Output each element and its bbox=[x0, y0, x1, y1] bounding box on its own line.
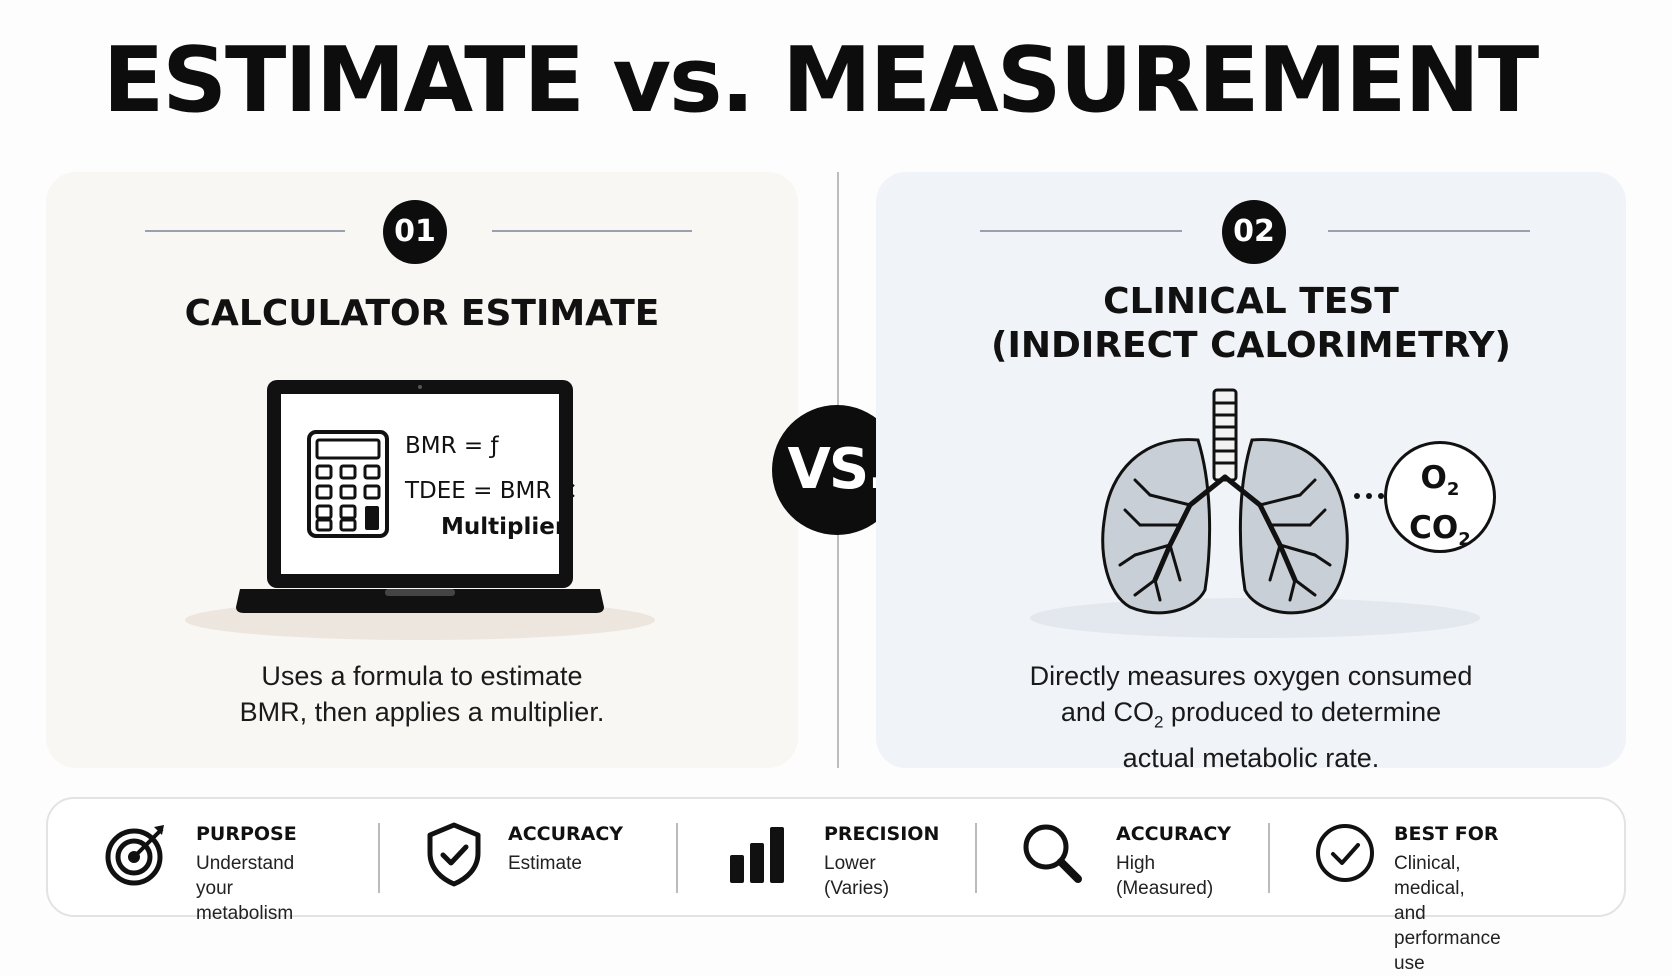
metric-label: PRECISION bbox=[824, 823, 940, 845]
right-number-badge: 02 bbox=[1222, 200, 1286, 264]
left-description-line1: Uses a formula to estimate bbox=[261, 661, 583, 691]
left-description-line2: BMR, then applies a multiplier. bbox=[239, 697, 605, 727]
laptop-icon bbox=[185, 380, 655, 640]
right-description-line3: actual metabolic rate. bbox=[1122, 743, 1380, 774]
left-number-badge: 01 bbox=[383, 200, 447, 264]
right-description-line1: Directly measures oxygen consumed bbox=[1029, 661, 1473, 691]
metric-value: Lower (Varies) bbox=[824, 853, 890, 899]
right-title-line1: CLINICAL TEST bbox=[1103, 281, 1399, 322]
right-title-line2: (INDIRECT CALORIMETRY) bbox=[991, 325, 1511, 366]
metric-value: High (Measured) bbox=[1116, 853, 1214, 899]
metric-label: BEST FOR bbox=[1394, 823, 1499, 845]
oxygen-label: O2 bbox=[1420, 460, 1460, 501]
right-header-line-left bbox=[980, 230, 1182, 232]
metric-label: ACCURACY bbox=[508, 823, 624, 845]
target-icon bbox=[105, 825, 164, 886]
left-header-line-left bbox=[145, 230, 345, 232]
comparison-bar: PURPOSE Understand your metabolism ACCUR… bbox=[46, 797, 1626, 974]
formula-multiplier: Multiplier bbox=[441, 514, 567, 540]
gas-exchange-icon: O2 CO2 bbox=[1384, 441, 1496, 553]
metric-separator bbox=[975, 823, 977, 893]
page-title: ESTIMATE vs. MEASUREMENT bbox=[102, 28, 1540, 133]
left-header-line-right bbox=[492, 230, 692, 232]
metric-separator bbox=[1268, 823, 1270, 893]
formula-tdee: TDEE = BMR × bbox=[405, 478, 578, 504]
bar-chart-icon bbox=[730, 827, 784, 883]
metric-label: PURPOSE bbox=[196, 823, 297, 845]
metric-value: Clinical, medical, and performance use bbox=[1394, 853, 1501, 974]
metric-value: Understand your metabolism bbox=[196, 853, 295, 924]
metric-separator bbox=[676, 823, 678, 893]
right-description-line2: and CO2 produced to determine bbox=[1060, 697, 1442, 732]
carbon-dioxide-label: CO2 bbox=[1409, 510, 1471, 551]
magnifier-icon bbox=[1023, 824, 1082, 883]
right-panel-title: CLINICAL TEST (INDIRECT CALORIMETRY) bbox=[876, 280, 1626, 368]
right-description: Directly measures oxygen consumed and CO… bbox=[876, 658, 1626, 776]
left-description: Uses a formula to estimate BMR, then app… bbox=[46, 658, 798, 730]
right-header-line-right bbox=[1328, 230, 1530, 232]
formula-bmr: BMR = ƒ bbox=[405, 433, 499, 459]
lungs-icon bbox=[1030, 388, 1480, 638]
shield-check-icon bbox=[427, 822, 481, 887]
calculator-icon bbox=[307, 430, 389, 538]
metric-separator bbox=[378, 823, 380, 893]
metric-label: ACCURACY bbox=[1116, 823, 1232, 845]
left-panel-title: CALCULATOR ESTIMATE bbox=[184, 293, 660, 334]
metric-value: Estimate bbox=[508, 853, 582, 874]
check-circle-icon bbox=[1316, 824, 1374, 882]
